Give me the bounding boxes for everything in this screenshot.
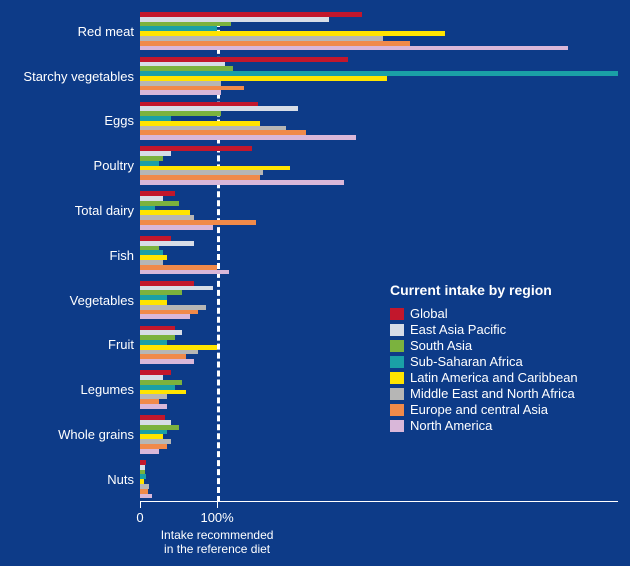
legend-item: Latin America and Caribbean: [390, 370, 578, 385]
bar: [140, 314, 190, 319]
bar: [140, 90, 221, 95]
x-axis-sublabel-line2: in the reference diet: [164, 542, 270, 556]
legend-swatch: [390, 308, 404, 320]
legend-title: Current intake by region: [390, 282, 578, 298]
legend-item: Middle East and North Africa: [390, 386, 578, 401]
legend-swatch: [390, 324, 404, 336]
legend-label: East Asia Pacific: [410, 322, 506, 337]
x-axis: [140, 501, 618, 502]
legend-label: Europe and central Asia: [410, 402, 548, 417]
x-tick: [140, 502, 141, 508]
category-label: Starchy vegetables: [23, 69, 134, 84]
category-label: Fish: [109, 248, 134, 263]
legend-label: South Asia: [410, 338, 472, 353]
x-axis-sublabel-line1: Intake recommended: [161, 528, 274, 542]
bar: [140, 180, 344, 185]
legend-item: Europe and central Asia: [390, 402, 578, 417]
bar: [140, 404, 167, 409]
category-label: Vegetables: [70, 293, 134, 308]
bar: [140, 494, 152, 499]
legend-item: East Asia Pacific: [390, 322, 578, 337]
category-label: Total dairy: [75, 203, 134, 218]
x-tick-label: 0: [136, 510, 143, 525]
legend-swatch: [390, 388, 404, 400]
legend-label: North America: [410, 418, 492, 433]
legend-swatch: [390, 356, 404, 368]
category-label: Eggs: [104, 113, 134, 128]
bar: [140, 359, 194, 364]
category-label: Fruit: [108, 337, 134, 352]
legend-swatch: [390, 404, 404, 416]
legend-label: Sub-Saharan Africa: [410, 354, 523, 369]
category-label: Poultry: [94, 158, 134, 173]
intake-by-region-chart: Current intake by region GlobalEast Asia…: [0, 0, 630, 566]
legend: Current intake by region GlobalEast Asia…: [390, 282, 578, 434]
legend-item: Global: [390, 306, 578, 321]
x-tick-label: 100%: [200, 510, 233, 525]
category-label: Legumes: [81, 382, 134, 397]
category-label: Whole grains: [58, 427, 134, 442]
legend-label: Middle East and North Africa: [410, 386, 575, 401]
bar: [140, 46, 568, 51]
category-label: Red meat: [78, 24, 134, 39]
legend-item: Sub-Saharan Africa: [390, 354, 578, 369]
bar: [140, 225, 213, 230]
x-tick: [217, 502, 218, 508]
legend-swatch: [390, 420, 404, 432]
bar: [140, 135, 356, 140]
legend-item: North America: [390, 418, 578, 433]
legend-label: Global: [410, 306, 448, 321]
category-label: Nuts: [107, 472, 134, 487]
legend-label: Latin America and Caribbean: [410, 370, 578, 385]
bar: [140, 449, 159, 454]
legend-swatch: [390, 340, 404, 352]
legend-swatch: [390, 372, 404, 384]
legend-item: South Asia: [390, 338, 578, 353]
bar: [140, 270, 229, 275]
